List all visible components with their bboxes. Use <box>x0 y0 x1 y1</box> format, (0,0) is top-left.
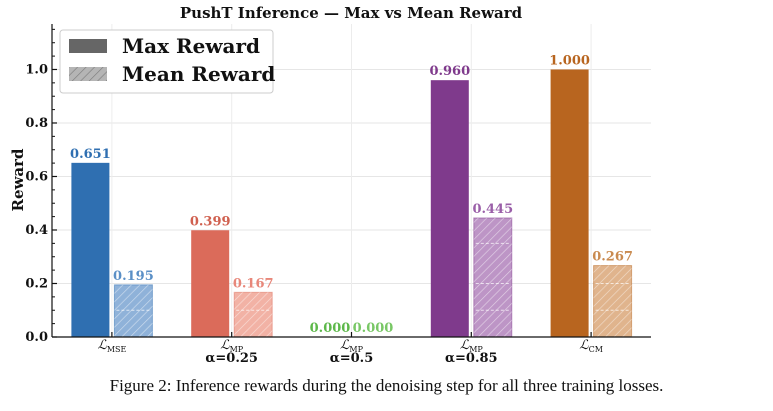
data-label-max: 0.651 <box>70 147 111 162</box>
x-tick-label: ℒMP <box>220 338 244 354</box>
data-label-mean: 0.167 <box>233 276 274 291</box>
x-tick-label: ℒMP <box>340 338 364 354</box>
data-label-max: 0.000 <box>310 321 351 336</box>
y-tick-label: 1.0 <box>25 62 48 77</box>
data-label-mean: 0.195 <box>113 269 154 284</box>
data-label-max: 0.960 <box>429 64 470 79</box>
legend-box <box>59 29 274 94</box>
legend-swatch-max <box>69 39 107 53</box>
data-label-max: 1.000 <box>549 53 590 68</box>
x-tick-alpha: α=0.25 <box>205 351 258 366</box>
x-tick-alpha: α=0.85 <box>445 351 498 366</box>
data-label-mean: 0.445 <box>472 202 513 217</box>
legend: Max Reward Mean Reward <box>59 29 275 94</box>
data-label-max: 0.399 <box>190 214 231 229</box>
legend-label-mean: Mean Reward <box>122 62 275 86</box>
x-tick-alpha: α=0.5 <box>330 351 374 366</box>
chart-title: PushT Inference — Max vs Mean Reward <box>180 4 523 22</box>
bar-max <box>550 69 589 337</box>
data-label-mean: 0.000 <box>353 321 394 336</box>
x-tick-label: ℒMSE <box>97 338 126 354</box>
y-tick-label: 0.4 <box>25 223 48 238</box>
bar-max <box>71 162 110 337</box>
legend-label-max: Max Reward <box>122 34 260 58</box>
figure-caption: Figure 2: Inference rewards during the d… <box>109 376 664 395</box>
y-tick-label: 0.6 <box>25 169 48 184</box>
y-axis-label: Reward <box>9 148 27 212</box>
bar-mean-hatch <box>114 284 153 337</box>
bar-mean-hatch <box>234 292 273 337</box>
bar-mean-hatch <box>473 217 512 337</box>
x-tick-label: ℒMP <box>460 338 484 354</box>
bar-max <box>191 230 230 337</box>
bars: 0.651 0.195 0.399 0.167 0.000 0.000 0.960 0.445… <box>70 53 633 338</box>
data-label-mean: 0.267 <box>592 250 633 265</box>
legend-swatch-mean-hatch <box>69 67 107 81</box>
x-tick-label: ℒCM <box>579 338 603 354</box>
bar-max <box>430 80 469 337</box>
y-tick-label: 0.8 <box>25 116 48 131</box>
y-tick-label: 0.0 <box>25 330 48 345</box>
y-tick-label: 0.2 <box>25 276 48 291</box>
bar-mean-hatch <box>593 265 632 337</box>
